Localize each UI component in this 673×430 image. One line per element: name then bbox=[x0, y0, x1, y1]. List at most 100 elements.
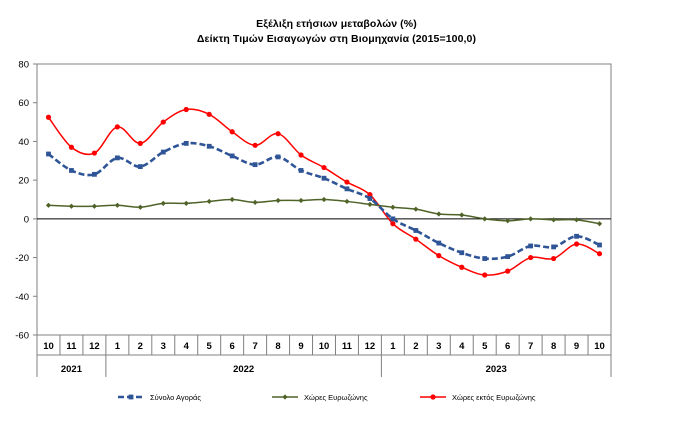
series-point bbox=[505, 218, 511, 224]
legend-marker bbox=[430, 394, 436, 400]
series-point bbox=[413, 236, 419, 242]
series-point bbox=[482, 272, 488, 278]
x-year-label: 2023 bbox=[486, 364, 507, 375]
legend-marker bbox=[282, 394, 288, 400]
series-point bbox=[459, 250, 465, 256]
series-point bbox=[596, 221, 603, 227]
series-point bbox=[183, 106, 189, 113]
series-point bbox=[229, 196, 235, 203]
x-tick-label: 6 bbox=[505, 341, 510, 352]
series-point bbox=[183, 200, 189, 206]
x-tick-label: 10 bbox=[594, 341, 605, 352]
series-point bbox=[367, 201, 373, 207]
series-point bbox=[528, 216, 534, 222]
x-tick-label: 7 bbox=[528, 341, 533, 352]
series-point bbox=[574, 233, 579, 239]
series-point bbox=[482, 256, 488, 261]
series-point bbox=[551, 255, 557, 262]
series-point bbox=[573, 241, 580, 247]
y-tick-label: 0 bbox=[24, 214, 29, 225]
series-point bbox=[252, 142, 258, 148]
series-point bbox=[390, 221, 396, 227]
x-tick-label: 12 bbox=[365, 341, 376, 352]
series-point bbox=[321, 196, 327, 203]
x-tick-label: 4 bbox=[184, 341, 190, 352]
series-point bbox=[367, 196, 373, 201]
x-tick-label: 11 bbox=[66, 341, 77, 352]
y-tick-label: -20 bbox=[15, 253, 29, 264]
x-tick-label: 6 bbox=[230, 341, 235, 352]
series-point bbox=[91, 203, 97, 209]
series-point bbox=[252, 162, 258, 168]
legend-marker bbox=[128, 394, 134, 400]
x-tick-label: 1 bbox=[115, 341, 121, 352]
series-point bbox=[390, 204, 396, 210]
series-point bbox=[596, 251, 603, 257]
series-point bbox=[229, 129, 235, 135]
x-tick-label: 1 bbox=[390, 341, 396, 352]
legend-label: Χώρες εκτός Ευρωζώνης bbox=[452, 393, 536, 402]
series-line bbox=[47, 108, 600, 276]
legend-label: Χώρες Ευρωζώνης bbox=[304, 393, 368, 402]
series-point bbox=[573, 217, 580, 223]
x-tick-label: 5 bbox=[207, 341, 213, 352]
series-point bbox=[206, 198, 212, 205]
x-tick-label: 5 bbox=[482, 341, 488, 352]
x-tick-label: 12 bbox=[89, 341, 100, 352]
x-tick-label: 3 bbox=[436, 341, 441, 352]
series-point bbox=[45, 114, 52, 120]
series-point bbox=[436, 211, 442, 217]
series-point bbox=[321, 175, 327, 181]
series-point bbox=[367, 192, 373, 198]
series-point bbox=[229, 153, 235, 159]
series-point bbox=[183, 140, 189, 146]
series-point bbox=[528, 243, 534, 249]
x-tick-label: 4 bbox=[459, 341, 465, 352]
x-year-label: 2022 bbox=[233, 364, 254, 375]
x-tick-label: 9 bbox=[298, 341, 303, 352]
series-line bbox=[48, 198, 600, 225]
x-tick-label: 8 bbox=[275, 341, 280, 352]
series-point bbox=[68, 144, 75, 150]
x-year-label: 2021 bbox=[61, 364, 83, 375]
series-point bbox=[137, 204, 143, 210]
series-point bbox=[528, 254, 534, 261]
chart-subtitle: Δείκτη Τιμών Εισαγωγών στη Βιομηχανία (2… bbox=[196, 33, 477, 45]
series-point bbox=[45, 202, 52, 208]
series-point bbox=[390, 216, 396, 222]
series-point bbox=[68, 203, 75, 209]
series-point bbox=[275, 131, 281, 137]
series-point bbox=[160, 119, 166, 125]
x-tick-label: 2 bbox=[138, 341, 143, 352]
series-point bbox=[275, 197, 281, 204]
y-tick-label: 80 bbox=[18, 60, 29, 71]
series-point bbox=[344, 186, 350, 192]
chart-title: Εξέλιξη ετήσιων μεταβολών (%) bbox=[256, 18, 417, 30]
series-point bbox=[436, 240, 442, 246]
series-point bbox=[160, 200, 166, 206]
x-tick-label: 3 bbox=[161, 341, 166, 352]
series-point bbox=[413, 228, 419, 233]
y-tick-label: -60 bbox=[15, 331, 29, 342]
series-point bbox=[459, 212, 465, 218]
series-point bbox=[91, 150, 97, 156]
plot-area-border bbox=[36, 63, 612, 336]
series-point bbox=[114, 202, 120, 208]
series-point bbox=[160, 149, 166, 155]
series-point bbox=[298, 152, 304, 158]
x-tick-label: 11 bbox=[342, 341, 353, 352]
x-tick-label: 7 bbox=[252, 341, 257, 352]
y-tick-label: 20 bbox=[18, 176, 29, 187]
y-tick-label: -40 bbox=[15, 292, 29, 303]
series-point bbox=[551, 217, 557, 223]
series-point bbox=[114, 124, 120, 130]
series-point bbox=[252, 199, 258, 206]
x-tick-label: 8 bbox=[551, 341, 556, 352]
series-point bbox=[436, 253, 442, 259]
series-point bbox=[551, 244, 556, 250]
series-point bbox=[482, 216, 488, 222]
series-point bbox=[46, 151, 51, 157]
series-point bbox=[298, 197, 304, 204]
x-tick-label: 10 bbox=[43, 341, 54, 352]
series-point bbox=[275, 154, 281, 160]
